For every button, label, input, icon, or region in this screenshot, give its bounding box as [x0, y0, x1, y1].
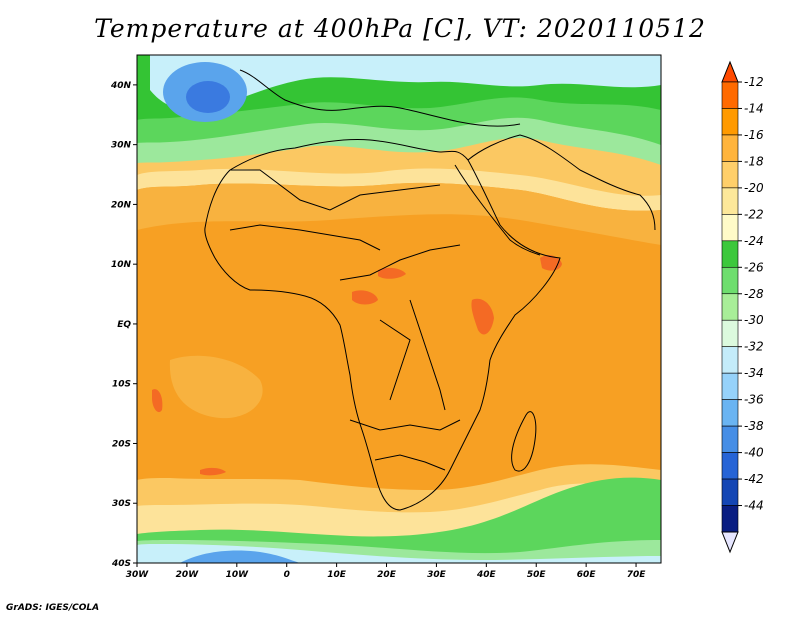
- colorbar-segment: [721, 161, 739, 189]
- lon-tick-label: 30E: [427, 570, 447, 580]
- temperature-field: [137, 55, 661, 563]
- credit-text: GrADS: IGES/COLA: [6, 603, 100, 613]
- border-sahara: [230, 169, 441, 211]
- lon-tick-label: 10E: [327, 570, 347, 580]
- colorbar-label: -28: [744, 287, 764, 301]
- colorbar-label: -16: [744, 128, 764, 142]
- lat-tick-label: 40S: [111, 559, 131, 569]
- lat-tick-label: 10S: [112, 380, 131, 390]
- colorbar-label: -36: [744, 393, 764, 407]
- border-south: [349, 419, 461, 431]
- field-mid-north: [137, 182, 661, 245]
- lon-tick-label: 10W: [226, 570, 250, 580]
- colorbar-segment: [721, 505, 739, 533]
- colorbar-label: -18: [744, 154, 764, 168]
- lon-tick-label: 20W: [176, 570, 200, 580]
- field-light-patch-atlantic: [169, 355, 263, 419]
- border-east: [409, 299, 446, 411]
- border-southern: [374, 454, 446, 471]
- colorbar-segment: [721, 319, 739, 348]
- colorbar-segment: [721, 214, 739, 242]
- field-blue-south: [180, 550, 300, 563]
- field-warmest-central: [352, 290, 378, 305]
- plot-frame: [136, 54, 662, 564]
- colorbar-segment: [721, 108, 739, 136]
- colorbar-label: -42: [744, 472, 764, 486]
- colorbar-segment: [721, 266, 739, 295]
- border-central: [339, 244, 461, 281]
- colorbar-label: -22: [744, 207, 764, 221]
- field-green-south: [137, 477, 661, 563]
- colorbar-segment: [721, 425, 739, 453]
- border-mid: [379, 319, 411, 401]
- colorbar-label: -20: [744, 181, 764, 195]
- colorbar-segment: [721, 478, 739, 506]
- lon-tick-label: 30W: [126, 570, 150, 580]
- field-warmest-atlantic: [152, 389, 163, 413]
- colorbar-segment: [721, 81, 739, 109]
- colorbar: -12 -14 -16 -18 -20 -22 -24 -26 -28 -30 -32 -34 -36 -…: [721, 60, 764, 554]
- lat-tick-label: 30N: [111, 141, 132, 151]
- lat-tick-label: EQ: [117, 320, 131, 330]
- field-cyan-north: [150, 55, 661, 111]
- lon-tick-label: 50E: [527, 570, 547, 580]
- colorbar-segment: [721, 399, 739, 427]
- lon-tick-label: 40E: [476, 570, 497, 580]
- coastlines: [204, 69, 656, 511]
- lon-tick-label: 60E: [577, 570, 597, 580]
- colorbar-segment: [721, 372, 739, 400]
- arabia-coastline: [467, 134, 656, 231]
- longitude-axis: 30W 20W 10W 0 10E 20E 30E 40E 50E 60E 70E: [126, 563, 646, 580]
- lon-tick-label: 20E: [377, 570, 397, 580]
- colorbar-label: -26: [744, 260, 764, 274]
- lat-tick-label: 40N: [110, 81, 132, 91]
- colorbar-label: -44: [744, 499, 764, 513]
- colorbar-label: -32: [744, 340, 764, 354]
- latitude-axis: 40N 30N 20N 10N EQ 10S 20S 30S 40S: [110, 81, 137, 569]
- field-warmest-east-africa: [471, 298, 494, 335]
- lat-tick-label: 10N: [111, 260, 132, 270]
- field-warmest-south-atlantic: [200, 467, 226, 476]
- colorbar-bottom-triangle: [721, 531, 739, 554]
- field-cold-core-inner: [186, 81, 230, 113]
- colorbar-top-triangle: [721, 60, 739, 83]
- africa-coastline: [204, 139, 561, 511]
- lat-tick-label: 20S: [112, 439, 131, 449]
- field-warmest-sahel: [378, 267, 406, 279]
- colorbar-segment: [721, 346, 739, 374]
- red-sea: [454, 164, 541, 256]
- colorbar-label: -24: [744, 234, 764, 248]
- colorbar-label: -38: [744, 419, 764, 433]
- colorbar-label: -14: [744, 101, 764, 115]
- colorbar-label: -12: [744, 75, 764, 89]
- lat-tick-label: 30S: [112, 499, 131, 509]
- lat-tick-label: 20N: [111, 200, 132, 210]
- colorbar-label: -34: [744, 366, 764, 380]
- europe-coastline: [239, 69, 521, 127]
- lon-tick-label: 0: [284, 570, 290, 580]
- colorbar-label: -30: [744, 313, 764, 327]
- madagascar-coastline: [511, 411, 537, 472]
- colorbar-segment: [721, 240, 739, 268]
- colorbar-segment: [721, 187, 739, 215]
- lon-tick-label: 70E: [627, 570, 647, 580]
- border-west-africa: [229, 224, 381, 251]
- map-title: Temperature at 400hPa [C], VT: 202011051…: [94, 14, 706, 43]
- colorbar-segment: [721, 134, 739, 162]
- colorbar-segment: [721, 452, 739, 480]
- colorbar-label: -40: [744, 446, 764, 460]
- colorbar-segment: [721, 293, 739, 321]
